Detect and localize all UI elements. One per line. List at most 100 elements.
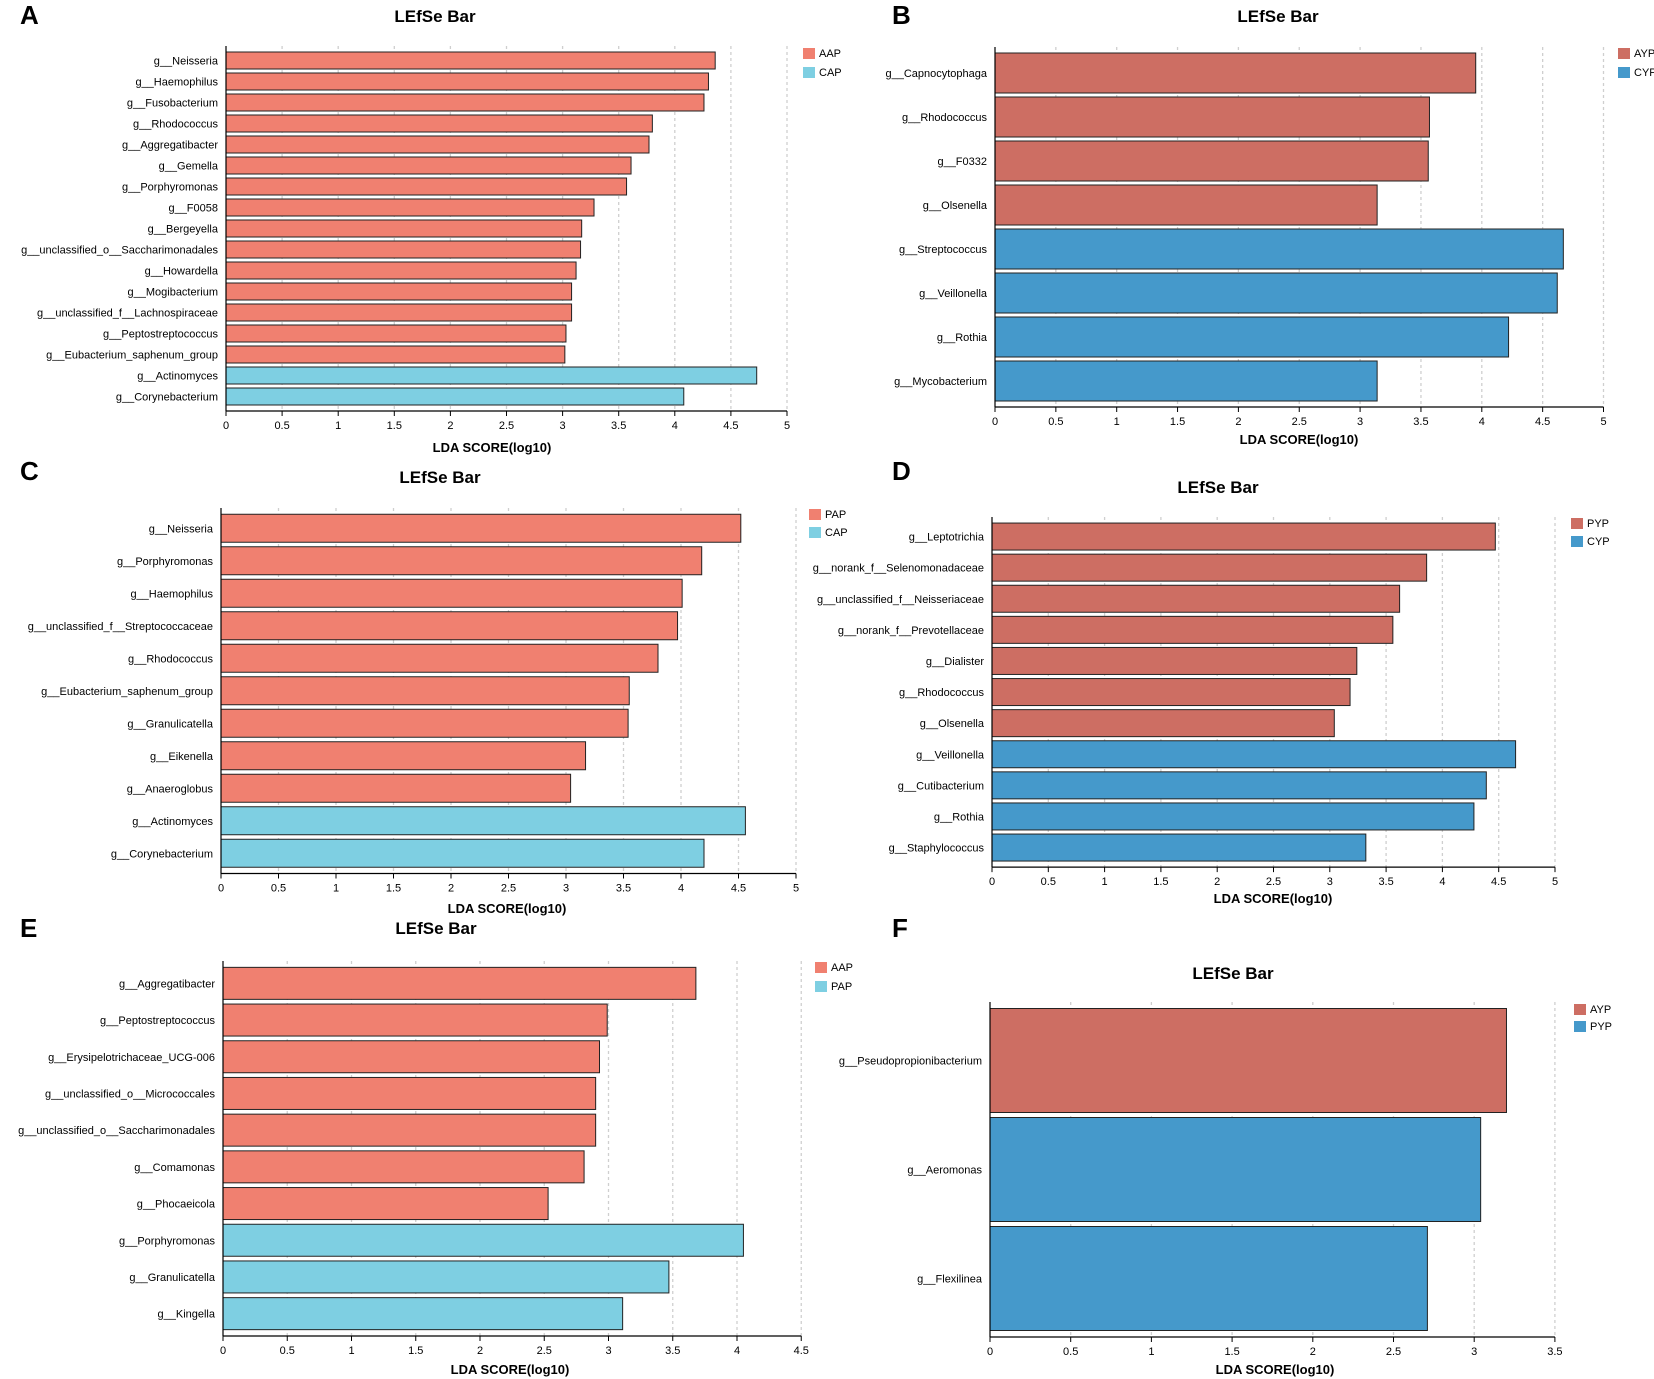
panel-letter: A (20, 0, 39, 30)
category-label: g__Flexilinea (917, 1274, 983, 1286)
category-label: g__unclassified_f__Lachnospiraceae (37, 308, 218, 320)
category-label: g__Kingella (158, 1309, 216, 1321)
category-label: g__Pseudopropionibacterium (839, 1056, 982, 1068)
x-tick-label: 4 (734, 1345, 740, 1357)
bar-g-actinomyces (225, 366, 758, 385)
legend-swatch-pap (809, 509, 821, 520)
chart-title: LEfSe Bar (399, 468, 481, 487)
bar-g-unclassified-o-saccharimonadales (222, 1113, 597, 1147)
bar-g-neisseria (225, 51, 716, 70)
x-tick-label: 4 (672, 420, 678, 432)
bar-g-neisseria (220, 513, 742, 543)
bar-g-aggregatibacter (222, 966, 697, 1000)
category-label: g__Porphyromonas (122, 182, 219, 194)
x-tick-label: 5 (793, 883, 799, 895)
legend-label-aap: AAP (819, 48, 841, 60)
category-label: g__unclassified_o__Saccharimonadales (18, 1125, 215, 1137)
x-tick-label: 1 (1148, 1346, 1154, 1358)
bar-g-haemophilus (225, 72, 709, 91)
category-label: g__Haemophilus (130, 588, 213, 600)
bar-g-rothia (994, 316, 1510, 358)
category-label: g__F0332 (937, 156, 987, 168)
x-tick-label: 4 (1439, 876, 1445, 888)
bar-g-howardella (225, 261, 577, 280)
x-tick-label: 4.5 (731, 883, 746, 895)
x-tick-label: 0 (987, 1346, 993, 1358)
x-tick-label: 3 (560, 420, 566, 432)
category-label: g__Peptostreptococcus (100, 1015, 215, 1027)
bar-g-mogibacterium (225, 282, 573, 301)
bar-g-actinomyces (220, 806, 746, 836)
x-tick-label: 3.5 (616, 883, 631, 895)
category-label: g__Olsenella (923, 200, 988, 212)
category-label: g__unclassified_o__Saccharimonadales (21, 245, 218, 257)
category-label: g__Neisseria (149, 523, 214, 535)
panel-letter: C (20, 456, 39, 486)
bar-g-haemophilus (220, 578, 683, 608)
x-tick-label: 2.5 (1266, 876, 1281, 888)
x-tick-label: 4.5 (794, 1345, 809, 1357)
x-tick-label: 0 (989, 876, 995, 888)
bar-g-veillonella (991, 740, 1517, 769)
bar-g-granulicatella (220, 708, 629, 738)
category-label: g__Eikenella (150, 751, 214, 763)
bar-g-f0058 (225, 198, 595, 217)
x-tick-label: 0.5 (274, 420, 289, 432)
x-tick-label: 4.5 (1491, 876, 1506, 888)
category-label: g__Mogibacterium (128, 287, 219, 299)
bar-g-rhodococcus (220, 643, 659, 673)
category-label: g__Comamonas (134, 1162, 215, 1174)
bar-g-aeromonas (989, 1117, 1482, 1222)
bar-g-capnocytophaga (994, 52, 1477, 94)
x-tick-label: 4 (678, 883, 684, 895)
x-axis-label: LDA SCORE(log10) (448, 901, 567, 916)
bar-g-porphyromonas (225, 177, 628, 196)
chart-panel-b: B LEfSe Bar g__Capnocytophaga g__Rhodococcu… (885, 0, 1654, 447)
category-label: g__Dialister (926, 656, 984, 668)
bar-g-norank-f-selenomonadaceae (991, 553, 1428, 582)
category-label: g__Eubacterium_saphenum_group (41, 686, 213, 698)
category-label: g__Aeromonas (907, 1165, 982, 1177)
legend-label-aap: AAP (831, 962, 853, 974)
bar-g-bergeyella (225, 219, 583, 238)
legend-swatch-ayp (1574, 1004, 1586, 1015)
bar-g-cutibacterium (991, 771, 1487, 800)
bar-g-eubacterium-saphenum-group (220, 676, 630, 706)
x-tick-label: 0.5 (1041, 876, 1056, 888)
x-tick-label: 4.5 (1535, 416, 1550, 428)
bar-g-rothia (991, 802, 1475, 831)
x-tick-label: 5 (1600, 416, 1606, 428)
category-label: g__unclassified_o__Micrococcales (45, 1088, 215, 1100)
bar-g-eikenella (220, 741, 587, 771)
chart-title: LEfSe Bar (1177, 478, 1259, 497)
category-label: g__Eubacterium_saphenum_group (46, 350, 218, 362)
category-label: g__Cutibacterium (898, 780, 984, 792)
bar-g-anaeroglobus (220, 773, 572, 803)
category-label: g__Granulicatella (129, 1272, 215, 1284)
category-label: g__unclassified_f__Streptococcaceae (28, 621, 213, 633)
x-tick-label: 1.5 (1170, 416, 1185, 428)
category-label: g__Rhodococcus (902, 112, 988, 124)
category-label: g__Phocaeicola (137, 1199, 216, 1211)
chart-panel-c: C LEfSe Bar g__Neisseria g__Porphyromonas g_… (20, 456, 848, 916)
bar-g-kingella (222, 1297, 624, 1331)
category-label: g__Rhodococcus (899, 687, 985, 699)
category-label: g__Bergeyella (148, 224, 219, 236)
category-label: g__Veillonella (916, 749, 985, 761)
legend-swatch-cyp (1571, 536, 1583, 547)
legend-label-pyp: PYP (1590, 1021, 1612, 1033)
x-tick-label: 2 (447, 420, 453, 432)
x-tick-label: 2.5 (501, 883, 516, 895)
x-tick-label: 1 (1114, 416, 1120, 428)
bar-g-pseudopropionibacterium (989, 1008, 1507, 1113)
category-label: g__Howardella (145, 266, 219, 278)
x-tick-label: 1.5 (1153, 876, 1168, 888)
bar-g-unclassified-o-micrococcales (222, 1076, 597, 1110)
bar-g-fusobacterium (225, 93, 705, 112)
category-label: g__Rhodococcus (128, 653, 214, 665)
bar-g-comamonas (222, 1150, 585, 1184)
chart-title: LEfSe Bar (394, 7, 476, 26)
chart-panel-a: A LEfSe Bar g__Neisseria g__Haemophilus g__F… (20, 0, 842, 455)
panel-letter: D (892, 456, 911, 486)
